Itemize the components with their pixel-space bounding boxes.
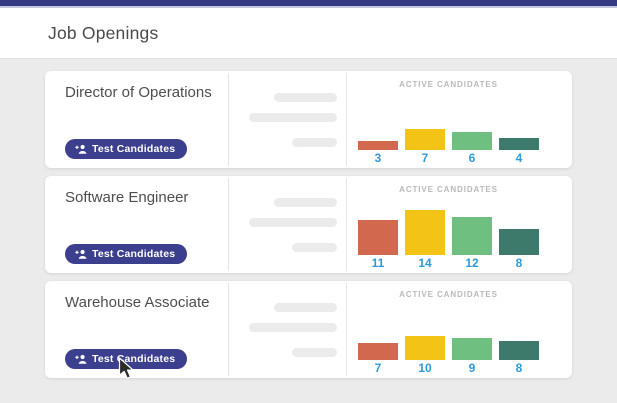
skeleton-line [274, 198, 337, 207]
bar-value-label: 8 [515, 256, 523, 270]
bar-value-label: 3 [374, 151, 382, 165]
top-accent-bar [0, 0, 617, 8]
skeleton-line [249, 218, 337, 227]
bar-value-label: 9 [468, 361, 476, 375]
job-title: Warehouse Associate [65, 294, 210, 311]
job-card-list: Director of Operations Test Candidates A… [0, 59, 617, 378]
candidate-count-bar [405, 210, 445, 255]
job-card-info: Software Engineer Test Candidates [45, 176, 228, 273]
bar-value-label: 6 [468, 151, 476, 165]
job-card-info: Warehouse Associate Test Candidates [45, 281, 228, 378]
job-card-info: Director of Operations Test Candidates [45, 71, 228, 168]
candidate-count-bar [358, 220, 398, 255]
candidate-count-bar [358, 141, 398, 150]
candidate-count-bar [499, 341, 539, 360]
active-candidates-section: ACTIVE CANDIDATES 3 7 6 4 [347, 71, 572, 168]
candidate-count-bar [499, 229, 539, 255]
person-add-icon [75, 144, 87, 154]
bar-column: 7 [358, 343, 398, 375]
candidate-count-bar [499, 138, 539, 150]
divider [346, 283, 347, 376]
candidate-count-bar [405, 129, 445, 150]
active-candidates-chart: 11 14 12 8 [358, 210, 539, 270]
person-add-icon [75, 354, 87, 364]
bar-column: 12 [452, 217, 492, 270]
divider [346, 73, 347, 166]
skeleton-line [292, 243, 337, 252]
skeleton-line [249, 113, 337, 122]
page-header: Job Openings [0, 8, 617, 59]
test-candidates-label: Test Candidates [92, 353, 176, 365]
bar-value-label: 7 [374, 361, 382, 375]
divider [228, 178, 229, 271]
job-title: Director of Operations [65, 84, 212, 101]
skeleton-line [292, 138, 337, 147]
divider [228, 73, 229, 166]
bar-column: 9 [452, 338, 492, 375]
test-candidates-button[interactable]: Test Candidates [65, 244, 188, 264]
job-title: Software Engineer [65, 189, 189, 206]
candidate-count-bar [405, 336, 445, 360]
job-card-details-skeleton [229, 281, 346, 378]
job-card-director-of-operations: Director of Operations Test Candidates A… [45, 71, 572, 168]
job-card-details-skeleton [229, 71, 346, 168]
candidate-count-bar [452, 217, 492, 255]
bar-column: 11 [358, 220, 398, 270]
skeleton-line [249, 323, 337, 332]
divider [228, 283, 229, 376]
bar-column: 14 [405, 210, 445, 270]
bar-column: 8 [499, 341, 539, 375]
bar-column: 7 [405, 129, 445, 165]
bar-column: 8 [499, 229, 539, 270]
bar-value-label: 7 [421, 151, 429, 165]
active-candidates-section: ACTIVE CANDIDATES 7 10 9 8 [347, 281, 572, 378]
test-candidates-button[interactable]: Test Candidates [65, 139, 188, 159]
candidate-count-bar [358, 343, 398, 360]
candidate-count-bar [452, 338, 492, 360]
person-add-icon [75, 249, 87, 259]
job-card-software-engineer: Software Engineer Test Candidates ACTIVE… [45, 176, 572, 273]
bar-value-label: 14 [418, 256, 432, 270]
job-card-details-skeleton [229, 176, 346, 273]
skeleton-line [292, 348, 337, 357]
bar-value-label: 8 [515, 361, 523, 375]
bar-value-label: 10 [418, 361, 432, 375]
bar-value-label: 12 [465, 256, 479, 270]
bar-column: 6 [452, 132, 492, 165]
bar-value-label: 4 [515, 151, 523, 165]
page-title: Job Openings [48, 22, 159, 43]
bar-column: 4 [499, 138, 539, 165]
skeleton-line [274, 93, 337, 102]
bar-column: 10 [405, 336, 445, 375]
active-candidates-heading: ACTIVE CANDIDATES [399, 80, 498, 89]
active-candidates-chart: 3 7 6 4 [358, 129, 539, 165]
active-candidates-chart: 7 10 9 8 [358, 336, 539, 375]
bar-value-label: 11 [371, 256, 385, 270]
active-candidates-heading: ACTIVE CANDIDATES [399, 185, 498, 194]
test-candidates-label: Test Candidates [92, 143, 176, 155]
skeleton-line [274, 303, 337, 312]
active-candidates-heading: ACTIVE CANDIDATES [399, 290, 498, 299]
divider [346, 178, 347, 271]
bar-column: 3 [358, 141, 398, 165]
test-candidates-button[interactable]: Test Candidates [65, 349, 188, 369]
test-candidates-label: Test Candidates [92, 248, 176, 260]
active-candidates-section: ACTIVE CANDIDATES 11 14 12 8 [347, 176, 572, 273]
candidate-count-bar [452, 132, 492, 150]
job-card-warehouse-associate: Warehouse Associate Test Candidates ACTI… [45, 281, 572, 378]
